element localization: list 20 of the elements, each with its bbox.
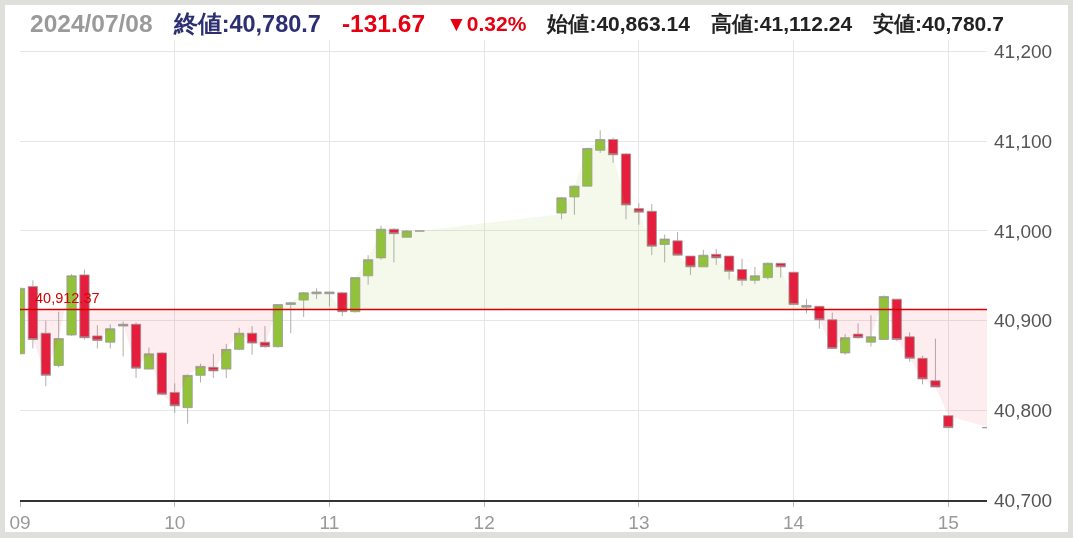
- text: 安値:40,780.7: [873, 11, 1004, 37]
- y-tick-label: 41,100: [994, 130, 1053, 152]
- y-tick-label: 40,700: [994, 489, 1053, 511]
- x-tick-label: 15: [937, 512, 959, 534]
- chart-title: 2024/07/08: [30, 10, 153, 37]
- x-tick-label: 09: [9, 512, 31, 534]
- text: -131.67: [341, 10, 426, 37]
- text: ▼0.32%: [446, 11, 527, 37]
- x-tick-label: 12: [473, 512, 495, 534]
- x-tick-label: 11: [319, 512, 340, 534]
- text: 高値:41,112.24: [710, 11, 853, 37]
- text: 始値:40,863.14: [547, 11, 690, 37]
- y-tick-label: 41,000: [994, 220, 1053, 242]
- y-tick-label: 41,200: [994, 41, 1053, 63]
- x-tick-label: 14: [783, 512, 805, 534]
- y-tick-label: 40,900: [994, 310, 1053, 332]
- x-tick-label: 13: [628, 512, 650, 534]
- text: 終値:40,780.7: [173, 11, 321, 37]
- x-tick-label: 10: [164, 512, 186, 534]
- y-tick-label: 40,800: [994, 399, 1053, 421]
